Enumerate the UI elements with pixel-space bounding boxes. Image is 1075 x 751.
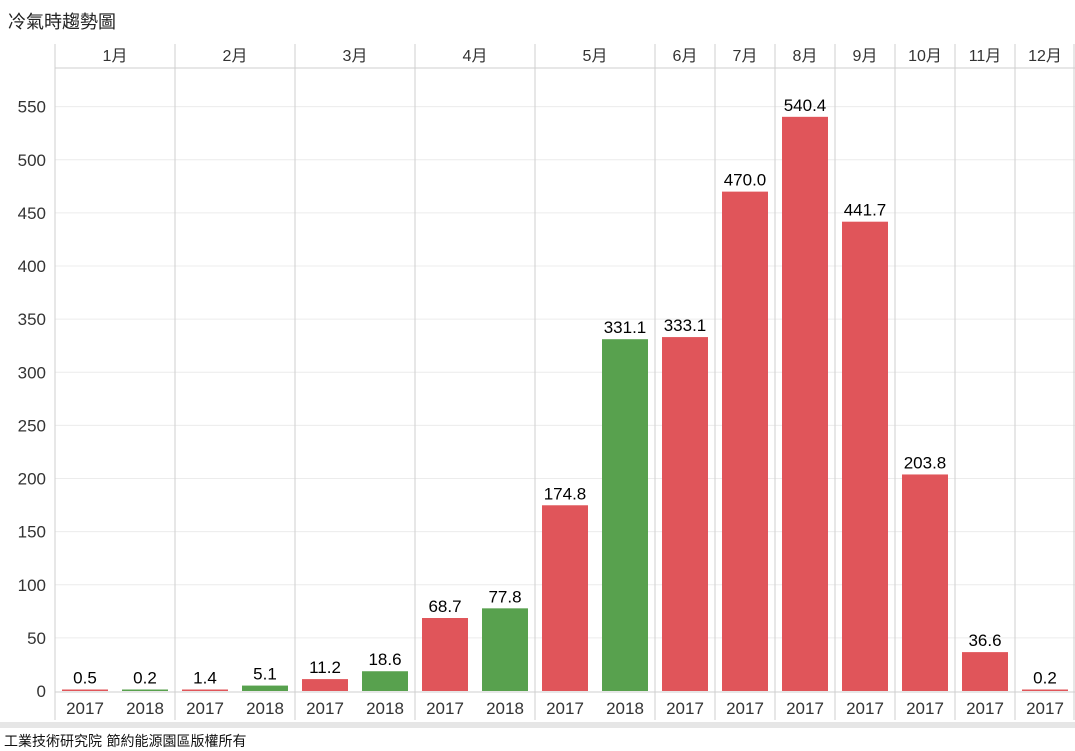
chart-title: 冷氣時趨勢圖	[8, 12, 116, 33]
month-label: 5月	[583, 48, 608, 65]
month-label: 4月	[463, 48, 488, 65]
year-label: 2018	[606, 699, 644, 718]
year-label: 2017	[306, 699, 344, 718]
month-label: 9月	[853, 48, 878, 65]
data-label: 18.6	[368, 650, 401, 669]
month-label: 11月	[969, 48, 1002, 65]
data-label: 0.2	[1033, 669, 1057, 688]
bar	[182, 689, 228, 691]
bar	[782, 116, 828, 691]
month-label: 12月	[1028, 48, 1062, 65]
year-label: 2017	[546, 699, 584, 718]
y-tick-label: 150	[18, 523, 46, 542]
y-tick-label: 350	[18, 310, 46, 329]
month-label: 1月	[103, 48, 128, 65]
y-tick-label: 400	[18, 257, 46, 276]
year-label: 2017	[1026, 699, 1064, 718]
year-label: 2017	[666, 699, 704, 718]
month-label: 8月	[793, 48, 818, 65]
y-tick-label: 50	[27, 629, 46, 648]
bar	[362, 671, 408, 691]
footer-bar	[0, 722, 1075, 728]
year-label: 2018	[366, 699, 404, 718]
year-label: 2018	[486, 699, 524, 718]
data-label: 174.8	[544, 484, 587, 503]
data-label: 5.1	[253, 665, 277, 684]
bar-chart: 0 50 100 150 200 250 300 350 400 450 500 550 1月 0.5 20…	[18, 44, 1075, 720]
bar	[122, 689, 168, 691]
bar	[842, 221, 888, 691]
y-tick-label: 450	[18, 204, 46, 223]
data-label: 1.4	[193, 669, 217, 688]
y-tick-label: 550	[18, 98, 46, 117]
bar	[902, 474, 948, 691]
year-label: 2017	[726, 699, 764, 718]
y-tick-label: 0	[37, 682, 46, 701]
data-label: 11.2	[309, 658, 341, 677]
month-label: 2月	[223, 48, 248, 65]
year-label: 2017	[426, 699, 464, 718]
data-label: 0.5	[73, 669, 97, 688]
year-label: 2017	[66, 699, 104, 718]
data-label: 470.0	[724, 171, 767, 190]
data-label: 203.8	[904, 453, 947, 472]
bar	[242, 685, 288, 691]
bar	[962, 652, 1008, 691]
bar	[662, 337, 708, 691]
data-label: 540.4	[784, 96, 827, 115]
data-label: 333.1	[664, 316, 707, 335]
year-label: 2017	[906, 699, 944, 718]
data-label: 441.7	[844, 201, 887, 220]
year-label: 2017	[186, 699, 224, 718]
month-label: 3月	[343, 48, 368, 65]
data-label: 68.7	[428, 597, 461, 616]
month-label: 7月	[733, 48, 758, 65]
y-tick-label: 500	[18, 151, 46, 170]
year-label: 2017	[786, 699, 824, 718]
bar	[302, 679, 348, 691]
month-label: 10月	[908, 48, 942, 65]
month-label: 6月	[673, 48, 698, 65]
bar	[482, 608, 528, 691]
bar	[422, 618, 468, 691]
year-label: 2018	[246, 699, 284, 718]
copyright-footer: 工業技術研究院 節約能源園區版權所有	[4, 734, 247, 750]
data-label: 331.1	[604, 318, 647, 337]
y-tick-label: 300	[18, 363, 46, 382]
bar	[602, 339, 648, 691]
data-label: 36.6	[968, 631, 1001, 650]
y-tick-label: 100	[18, 576, 46, 595]
data-label: 77.8	[488, 587, 521, 606]
y-tick-label: 250	[18, 416, 46, 435]
y-tick-label: 200	[18, 470, 46, 489]
year-label: 2017	[846, 699, 884, 718]
data-label: 0.2	[133, 669, 157, 688]
bar	[62, 689, 108, 691]
year-label: 2017	[966, 699, 1004, 718]
bar	[1022, 689, 1068, 691]
bar	[722, 191, 768, 691]
bar	[542, 505, 588, 691]
year-label: 2018	[126, 699, 164, 718]
